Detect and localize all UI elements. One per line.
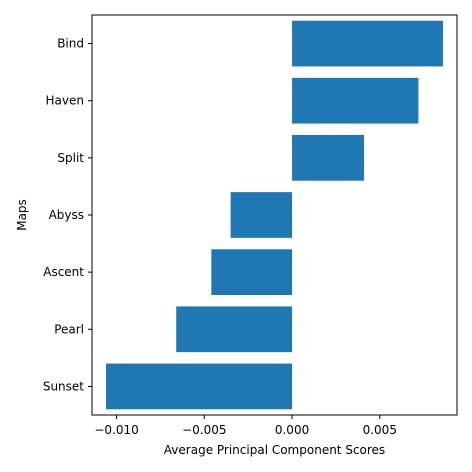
x-tick-label: −0.005 — [182, 423, 226, 437]
x-tick-label: 0.005 — [363, 423, 397, 437]
bar-ascent — [211, 249, 293, 295]
y-tick-label: Split — [57, 151, 84, 165]
bar-pearl — [176, 306, 293, 353]
bar-split — [292, 135, 364, 181]
y-tick-label: Pearl — [54, 322, 84, 336]
bar-bind — [292, 20, 443, 67]
bar-sunset — [106, 363, 293, 410]
y-tick-label: Haven — [46, 94, 84, 108]
y-tick-label: Bind — [57, 37, 84, 51]
x-axis-title: Average Principal Component Scores — [164, 443, 385, 457]
y-axis-ticks: Sunset Pearl Ascent Abyss Split Haven Bind — [43, 37, 92, 393]
y-tick-label: Sunset — [43, 379, 84, 393]
bar-haven — [292, 77, 419, 124]
x-tick-label: −0.010 — [94, 423, 138, 437]
y-tick-label: Abyss — [49, 208, 84, 222]
bars — [106, 20, 443, 410]
x-tick-label: 0.000 — [275, 423, 309, 437]
y-axis-title: Maps — [15, 199, 29, 231]
bar-abyss — [230, 192, 293, 238]
x-axis-ticks: −0.010 −0.005 0.000 0.005 — [94, 415, 397, 437]
y-tick-label: Ascent — [43, 265, 84, 279]
